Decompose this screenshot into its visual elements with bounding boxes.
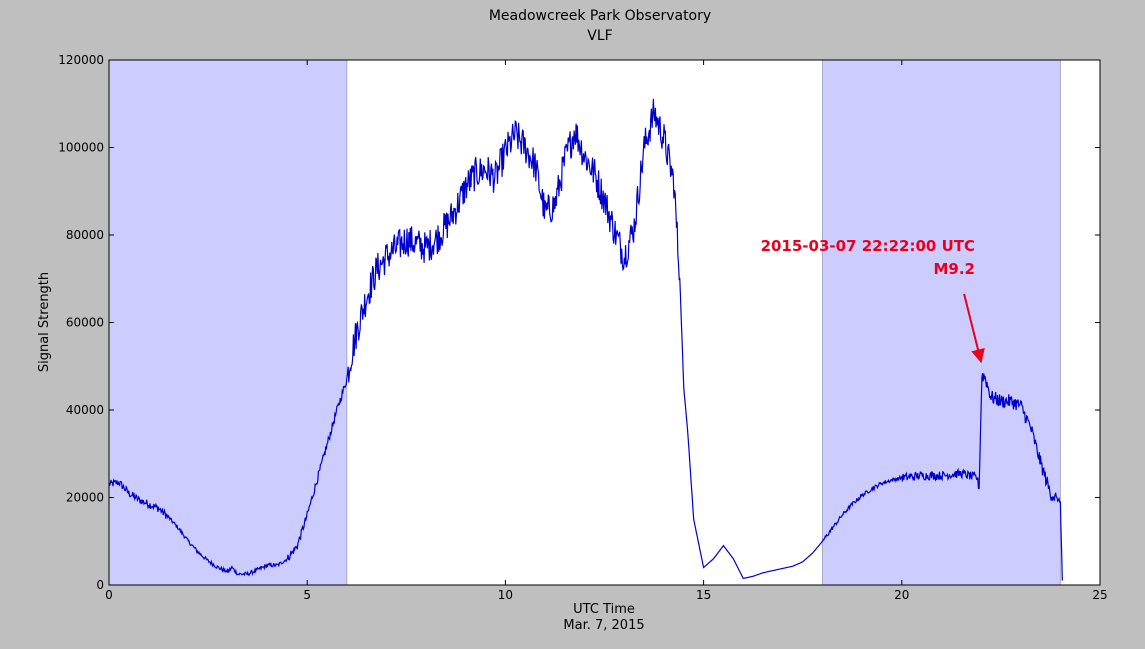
y-tick-label-100000: 100000 <box>58 141 104 155</box>
axis-ticks: 0 5 10 15 20 25 0 20000 40000 60000 80000 100000 120… <box>58 53 1107 602</box>
y-tick-label-20000: 20000 <box>66 491 104 505</box>
y-tick-label-80000: 80000 <box>66 228 104 242</box>
x-axis-sublabel: Mar. 7, 2015 <box>563 618 644 633</box>
night-band-1 <box>822 59 1061 586</box>
x-tick-label-5: 5 <box>303 588 311 602</box>
x-tick-label-0: 0 <box>105 588 113 602</box>
annotation-magnitude: M9.2 <box>934 260 976 278</box>
x-tick-label-10: 10 <box>498 588 513 602</box>
x-tick-label-15: 15 <box>696 588 711 602</box>
annotation-timestamp: 2015-03-07 22:22:00 UTC <box>761 237 975 255</box>
y-tick-label-40000: 40000 <box>66 403 104 417</box>
y-tick-label-0: 0 <box>96 578 104 592</box>
night-band-0 <box>108 59 348 586</box>
y-tick-label-60000: 60000 <box>66 316 104 330</box>
night-shading <box>108 59 1061 586</box>
x-tick-label-20: 20 <box>894 588 909 602</box>
y-axis-label: Signal Strength <box>37 272 52 372</box>
x-tick-label-25: 25 <box>1092 588 1107 602</box>
chart-title: Meadowcreek Park Observatory <box>489 8 711 24</box>
chart-subtitle: VLF <box>587 28 612 44</box>
annotation-arrow <box>963 293 985 364</box>
signal-series-line <box>108 98 1063 581</box>
y-tick-label-120000: 120000 <box>58 53 104 67</box>
x-axis-label: UTC Time <box>573 602 635 617</box>
